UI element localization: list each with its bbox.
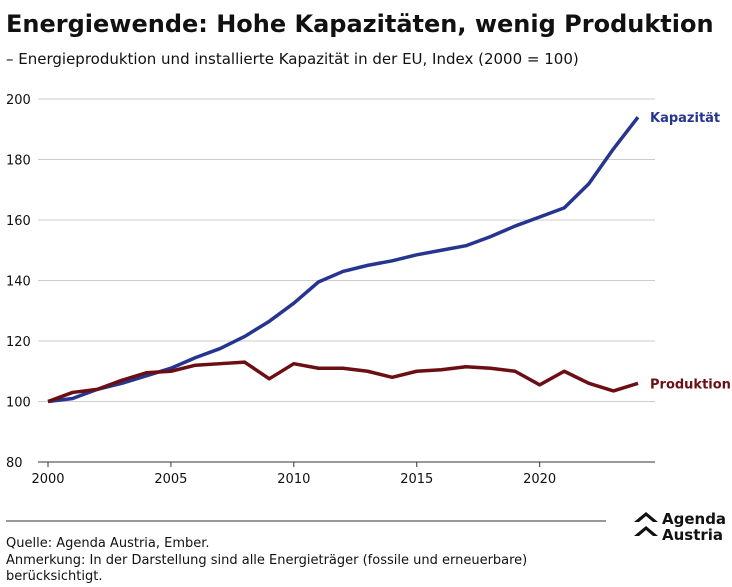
logo-icon	[634, 512, 658, 522]
y-tick-label: 80	[6, 456, 23, 471]
y-tick-label: 160	[6, 214, 31, 229]
x-tick-label: 2010	[277, 472, 310, 487]
y-tick-label: 140	[6, 275, 31, 290]
chart-subtitle: – Energieproduktion und installierte Kap…	[6, 50, 579, 68]
x-tick-label: 2005	[154, 472, 187, 487]
chart-title: Energiewende: Hohe Kapazitäten, wenig Pr…	[6, 10, 714, 38]
note: Anmerkung: In der Darstellung sind alle …	[6, 553, 528, 584]
logo: Agenda Austria	[634, 510, 726, 544]
logo-text: Austria	[662, 526, 723, 544]
line	[47, 360, 639, 404]
series-label: Kapazität	[650, 111, 720, 126]
x-tick-label: 2015	[400, 472, 433, 487]
y-tick-label: 100	[6, 396, 31, 411]
source: Quelle: Agenda Austria, Ember.	[6, 536, 210, 551]
series-label: Produktion	[650, 377, 731, 392]
y-tick-label: 180	[6, 154, 31, 169]
y-tick-label: 200	[6, 93, 31, 108]
line	[47, 116, 640, 404]
y-tick-label: 120	[6, 335, 31, 350]
x-tick-label: 2020	[523, 472, 556, 487]
logo-icon	[634, 526, 658, 536]
x-tick-label: 2000	[31, 472, 64, 487]
logo-text: Agenda	[662, 510, 726, 528]
